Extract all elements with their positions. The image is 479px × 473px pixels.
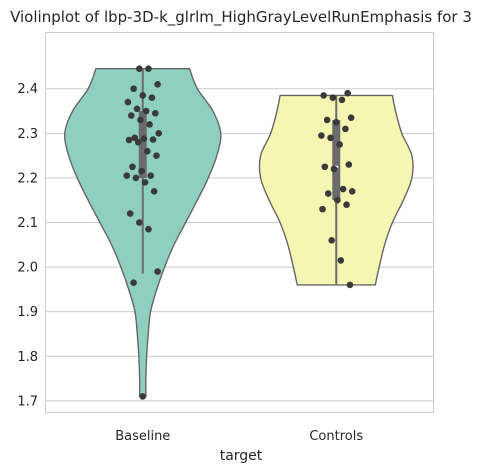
data-point	[140, 135, 148, 142]
data-point	[141, 179, 149, 186]
y-tick-label: 1.9	[17, 305, 38, 320]
data-point	[348, 187, 356, 195]
data-point	[321, 163, 329, 171]
data-point	[154, 268, 161, 275]
data-point	[155, 130, 163, 137]
data-point	[145, 225, 152, 233]
x-axis-label: target	[220, 448, 263, 464]
data-point	[147, 172, 155, 179]
strip-points	[123, 65, 163, 400]
data-point	[330, 165, 338, 173]
data-point	[339, 185, 347, 193]
data-point	[130, 279, 137, 286]
data-point	[344, 89, 351, 97]
x-tick-label: Baseline	[115, 429, 170, 444]
data-point	[148, 94, 156, 101]
data-point	[324, 190, 332, 197]
data-point	[132, 174, 140, 182]
data-point	[150, 187, 158, 195]
data-point	[144, 147, 151, 155]
y-tick-label: 2.3	[17, 127, 38, 142]
data-point	[329, 94, 337, 101]
data-point	[327, 134, 334, 142]
data-point	[149, 136, 157, 143]
data-point	[332, 118, 340, 126]
data-point	[320, 92, 327, 99]
data-point	[323, 116, 331, 124]
x-axis-ticks: Baseline Controls	[115, 429, 363, 444]
data-point	[124, 98, 132, 106]
data-point	[130, 85, 137, 93]
data-point	[139, 393, 147, 400]
data-point	[128, 112, 135, 119]
data-point	[347, 114, 355, 122]
data-point	[145, 65, 152, 72]
data-point	[129, 163, 136, 171]
data-point	[152, 109, 159, 117]
chart-title: Violinplot of lbp-3D-k_glrlm_HighGrayLev…	[10, 8, 472, 27]
data-point	[345, 161, 353, 168]
data-point	[123, 172, 131, 179]
data-point	[153, 152, 160, 159]
y-tick-label: 1.7	[17, 394, 38, 409]
data-point	[319, 205, 326, 213]
data-point	[328, 237, 335, 244]
iqr-box	[332, 119, 341, 201]
data-point	[125, 136, 133, 144]
data-point	[343, 201, 350, 208]
data-point	[133, 105, 141, 113]
x-tick-label: Controls	[309, 429, 363, 444]
y-tick-label: 2.1	[17, 216, 38, 231]
data-point	[139, 92, 147, 99]
strip-points	[318, 89, 356, 289]
data-point	[136, 65, 143, 72]
data-point	[154, 80, 161, 88]
data-point	[131, 134, 139, 142]
data-point	[334, 196, 341, 204]
data-point	[136, 219, 143, 226]
data-point	[142, 107, 150, 115]
data-point	[342, 125, 349, 133]
violin-controls	[258, 89, 414, 289]
data-point	[134, 138, 142, 146]
y-tick-label: 2.4	[17, 82, 38, 97]
data-point	[126, 210, 134, 217]
data-point	[137, 116, 144, 124]
data-point	[336, 141, 343, 148]
data-point	[318, 132, 325, 139]
data-point	[146, 121, 153, 128]
data-point	[337, 257, 345, 264]
iqr-box	[138, 111, 147, 178]
y-axis-ticks: 1.7 1.8 1.9 2.0 2.1 2.2 2.3 2.4	[17, 82, 38, 409]
y-tick-label: 2.2	[17, 171, 38, 186]
y-tick-label: 2.0	[17, 261, 38, 276]
data-point	[138, 167, 145, 175]
data-point	[338, 96, 346, 104]
y-tick-label: 1.8	[17, 350, 38, 365]
data-point	[346, 281, 354, 289]
violin-baseline	[63, 65, 222, 400]
violins	[63, 65, 414, 400]
